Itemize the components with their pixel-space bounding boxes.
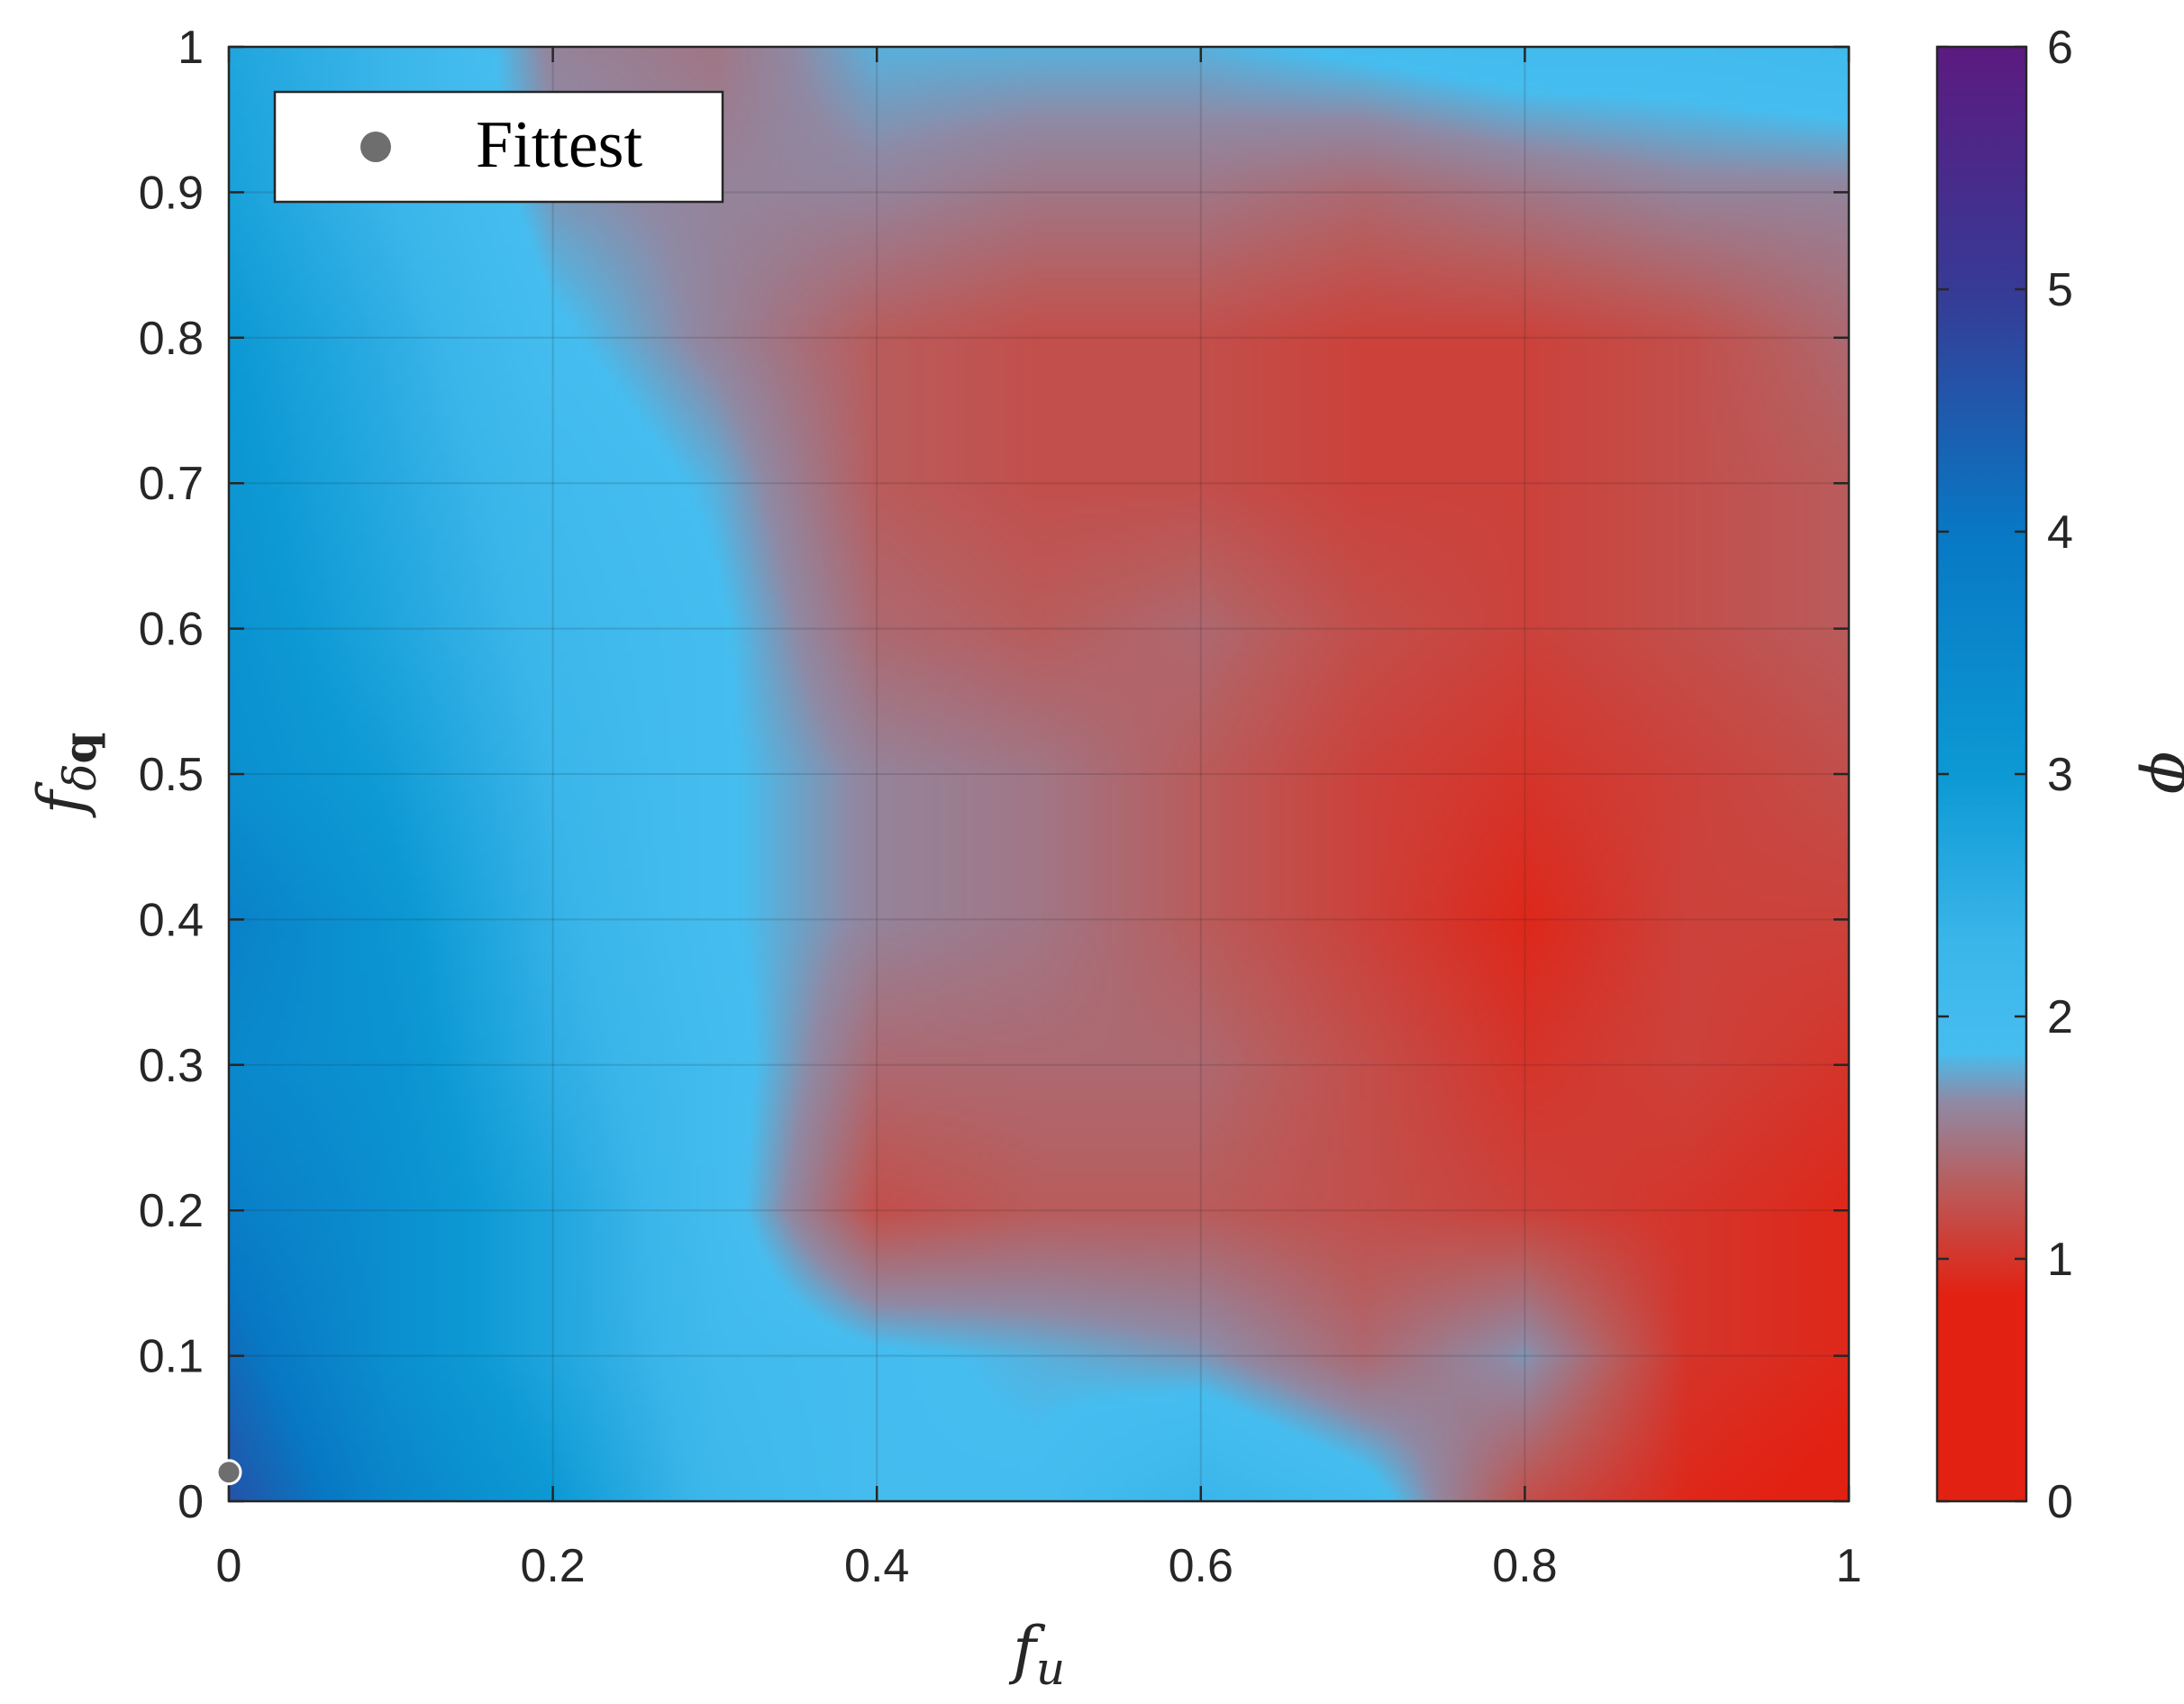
y-tick-label: 0.1 bbox=[139, 1331, 204, 1383]
y-tick-label: 0.4 bbox=[139, 894, 204, 946]
x-axis-label-subscript: u bbox=[1036, 1643, 1065, 1695]
y-tick-label: 0.3 bbox=[139, 1040, 204, 1092]
colorbar-tick-label: 5 bbox=[2047, 264, 2073, 316]
y-tick-label: 0.5 bbox=[139, 749, 204, 801]
heatmap-surface bbox=[229, 47, 1849, 1501]
x-tick-label: 0.6 bbox=[1169, 1540, 1233, 1592]
y-tick-label: 0.2 bbox=[139, 1185, 204, 1237]
y-axis-label-subscript-bold: q bbox=[53, 733, 106, 764]
colorbar-tick-label: 3 bbox=[2047, 749, 2073, 801]
y-tick-labels: 0 0.1 0.2 0.3 0.4 0.5 0.6 0.7 0.8 0.9 1 bbox=[139, 22, 204, 1528]
colorbar-tick-label: 1 bbox=[2047, 1234, 2073, 1286]
fittest-point[interactable] bbox=[215, 1459, 242, 1486]
y-tick-label: 0.7 bbox=[139, 458, 204, 510]
y-tick-label: 0 bbox=[177, 1476, 204, 1528]
colorbar-tick-label: 2 bbox=[2047, 991, 2073, 1043]
legend-label-fittest: Fittest bbox=[476, 108, 642, 182]
colorbar-tick-labels: 0 1 2 3 4 5 6 bbox=[2047, 22, 2073, 1528]
colorbar-tick-label: 0 bbox=[2047, 1476, 2073, 1528]
x-tick-label: 0.8 bbox=[1492, 1540, 1557, 1592]
y-axis-label-subscript-greek: δ bbox=[54, 763, 106, 790]
x-axis-label: fu bbox=[1008, 1613, 1065, 1695]
colorbar-tick-label: 6 bbox=[2047, 22, 2073, 74]
legend[interactable]: Fittest bbox=[273, 90, 724, 204]
x-tick-label: 1 bbox=[1836, 1540, 1862, 1592]
colorbar-frame bbox=[1935, 45, 2028, 1503]
y-axis-label: fδq bbox=[24, 733, 106, 819]
x-tick-label: 0.4 bbox=[844, 1540, 909, 1592]
x-tick-label: 0.2 bbox=[520, 1540, 585, 1592]
x-tick-label: 0 bbox=[216, 1540, 242, 1592]
colorbar-bar bbox=[1937, 47, 2026, 1501]
legend-marker-fittest bbox=[360, 132, 391, 162]
tick-marks bbox=[227, 45, 1851, 1503]
y-tick-label: 0.8 bbox=[139, 313, 204, 365]
y-tick-label: 1 bbox=[177, 22, 204, 74]
y-tick-label: 0.9 bbox=[139, 167, 204, 219]
grid-lines bbox=[228, 46, 1850, 1502]
colorbar: 0 1 2 3 4 5 6 ϕ bbox=[1935, 22, 2184, 1528]
colorbar-label: ϕ bbox=[2136, 752, 2184, 795]
y-tick-label: 0.6 bbox=[139, 604, 204, 656]
legend-box bbox=[273, 90, 724, 204]
x-tick-labels: 0 0.2 0.4 0.6 0.8 1 bbox=[216, 1540, 1862, 1592]
colorbar-tick-label: 4 bbox=[2047, 506, 2073, 559]
plot-area bbox=[215, 45, 1851, 1503]
